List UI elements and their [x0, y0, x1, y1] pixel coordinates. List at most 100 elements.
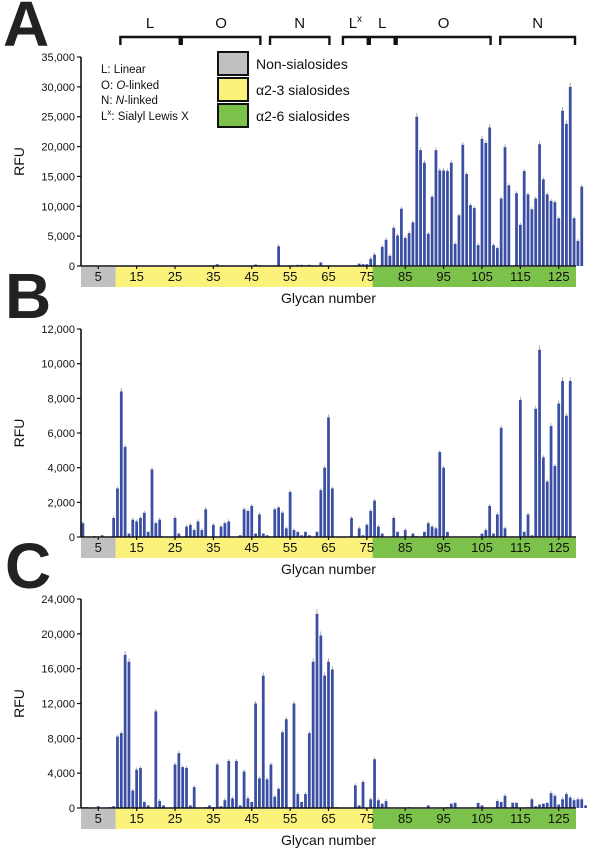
bar-glycan-89 [419, 150, 422, 266]
bar-glycan-90 [423, 531, 426, 537]
glycan-class-brackets: L O N Lx L O N [119, 14, 577, 45]
bar-glycan-54 [284, 528, 288, 537]
bar-glycan-79 [380, 246, 384, 266]
x-tick-label: 95 [436, 811, 450, 826]
bar-glycan-79 [380, 803, 384, 808]
y-tick-label: 5,000 [47, 231, 75, 243]
bar-glycan-30 [192, 530, 196, 537]
bar-glycan-118 [530, 209, 534, 266]
bar-glycan-128 [568, 86, 572, 266]
bar-glycan-98 [453, 243, 457, 266]
bar-glycan-47 [258, 514, 261, 537]
bar-glycan-114 [515, 802, 518, 808]
bar-glycan-106 [484, 530, 488, 537]
x-tick-label: 15 [129, 269, 143, 284]
bar-glycan-83 [396, 531, 399, 537]
bar-glycan-1 [81, 523, 85, 537]
category-band [372, 809, 576, 829]
bar-glycan-78 [377, 526, 380, 537]
bar-glycan-83 [396, 235, 399, 266]
bar-glycan-16 [139, 767, 142, 808]
panel-a-chart: 0 5,000 10,000 15,000 20,000 25,000 30,000 35,0… [11, 52, 584, 306]
x-tick-label: 45 [245, 540, 259, 555]
bar-glycan-95 [442, 467, 445, 537]
bar-glycan-86 [407, 233, 411, 266]
x-tick-label: 105 [471, 540, 493, 555]
bar-glycan-90 [423, 162, 426, 266]
x-tick-label: 85 [398, 540, 412, 555]
category-band [81, 267, 116, 287]
panel-c-chart: 0 4,000 8,000 12,000 16,000 20,000 24,000 5 15 25… [11, 594, 587, 848]
category-band [115, 267, 373, 287]
category-band [115, 809, 373, 829]
panel-letter-a: A [3, 0, 49, 60]
bar-glycan-43 [242, 771, 246, 808]
bar-glycan-79 [380, 533, 384, 537]
bar-glycan-122 [545, 194, 549, 266]
bar-glycan-92 [430, 526, 434, 537]
bar-glycan-82 [392, 517, 396, 537]
bar-glycan-128 [568, 797, 572, 808]
x-tick-label: 125 [548, 269, 570, 284]
x-tick-label: 35 [206, 811, 220, 826]
bar-glycan-66 [330, 488, 334, 537]
bar-glycan-76 [369, 258, 373, 266]
bar-glycan-37 [219, 806, 223, 808]
x-tick-label: 85 [398, 811, 412, 826]
bar-glycan-53 [281, 732, 284, 808]
bar-glycan-123 [549, 426, 553, 537]
y-tick-label: 30,000 [41, 82, 75, 94]
legend-label: α2-3 sialosides [256, 82, 350, 98]
bar-glycan-12 [123, 446, 127, 537]
x-tick-label: 105 [471, 269, 493, 284]
bar-glycan-81 [388, 255, 392, 266]
bar-glycan-56 [292, 530, 296, 537]
bar-glycan-56 [292, 703, 296, 808]
bar-glycan-33 [204, 509, 208, 537]
bar-glycan-48 [261, 533, 265, 537]
bar-glycan-44 [246, 511, 250, 537]
bar-glycan-125 [557, 403, 561, 537]
x-tick-label: 65 [321, 269, 335, 284]
bar-glycan-131 [580, 799, 584, 808]
bar-glycan-39 [227, 760, 231, 808]
x-tick-label: 25 [168, 269, 182, 284]
bar-glycan-36 [215, 264, 219, 266]
bar-glycan-73 [357, 528, 361, 537]
bar-glycan-42 [238, 535, 242, 537]
bracket-label: N [294, 15, 305, 32]
bar-glycan-12 [123, 654, 127, 808]
bar-glycan-46 [254, 703, 257, 808]
x-tick-label: 125 [548, 811, 570, 826]
bar-glycan-127 [565, 415, 568, 537]
category-band [372, 267, 576, 287]
bar-glycan-53 [281, 512, 284, 537]
x-tick-label: 35 [206, 269, 220, 284]
x-axis-title: Glycan number [281, 561, 376, 577]
bar-glycan-60 [307, 733, 311, 808]
bar-glycan-80 [384, 801, 388, 808]
bar-glycan-125 [557, 218, 561, 266]
category-band [81, 538, 116, 558]
x-tick-label: 55 [283, 540, 297, 555]
bar-glycan-116 [522, 171, 526, 266]
bar-glycan-101 [465, 174, 469, 266]
panel-letter-b: B [5, 260, 51, 332]
bracket-label: L [146, 15, 154, 32]
bar-glycan-110 [499, 801, 503, 808]
x-tick-label: 115 [510, 540, 531, 555]
bar-glycan-13 [127, 661, 131, 808]
bar-glycan-51 [273, 509, 277, 537]
bracket [180, 35, 262, 45]
bar-glycan-109 [495, 801, 499, 808]
bar-glycan-57 [296, 531, 300, 537]
bar-glycan-111 [503, 147, 507, 266]
x-tick-label: 25 [168, 540, 182, 555]
y-tick-label: 4,000 [47, 768, 75, 780]
x-tick-label: 35 [206, 540, 220, 555]
bar-glycan-40 [231, 798, 234, 808]
bar-glycan-126 [561, 799, 564, 808]
bracket [268, 35, 331, 45]
y-tick-label: 25,000 [41, 112, 75, 124]
bar-glycan-20 [154, 523, 158, 537]
